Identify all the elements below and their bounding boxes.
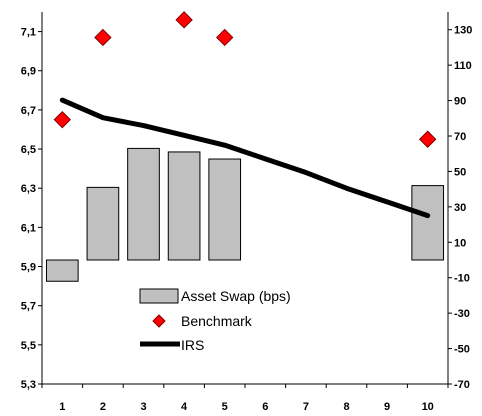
benchmark-marker — [215, 28, 234, 47]
x-tick-label: 5 — [222, 401, 228, 413]
legend-label-asset-swap: Asset Swap (bps) — [181, 288, 291, 304]
benchmark-marker — [94, 28, 112, 47]
right-tick-label: -30 — [454, 308, 470, 320]
right-tick-label: -50 — [454, 344, 470, 356]
legend-label-benchmark: Benchmark — [181, 313, 253, 329]
benchmark-marker — [175, 11, 193, 29]
irs-line-layer — [59, 97, 431, 219]
benchmark-markers-layer — [53, 11, 437, 148]
left-tick-label: 6,1 — [21, 222, 36, 234]
left-tick-label: 6,7 — [21, 105, 36, 117]
left-tick-label: 6,9 — [21, 66, 36, 78]
left-tick-label: 5,3 — [21, 379, 36, 391]
right-tick-label: 30 — [454, 202, 466, 214]
x-tick-label: 4 — [181, 401, 188, 413]
x-tick-label: 1 — [59, 401, 65, 413]
x-tick-label: 6 — [262, 401, 268, 413]
asset-swap-bar — [45, 259, 79, 282]
bars-layer — [45, 147, 445, 282]
right-tick-label: 70 — [454, 131, 466, 143]
asset-swap-bar — [208, 158, 242, 261]
legend-swatch-benchmark — [152, 314, 166, 328]
right-tick-label: -10 — [454, 273, 470, 285]
asset-swap-bar — [411, 185, 445, 261]
right-tick-label: 90 — [454, 96, 466, 108]
x-tick-label: 8 — [343, 401, 349, 413]
x-tick-label: 10 — [422, 401, 434, 413]
x-tick-label: 7 — [303, 401, 309, 413]
legend-label-irs: IRS — [181, 337, 204, 353]
x-tick-label: 3 — [140, 401, 146, 413]
benchmark-marker — [418, 130, 437, 148]
x-tick-label: 9 — [384, 401, 390, 413]
right-tick-label: 110 — [454, 60, 472, 72]
left-tick-label: 7,1 — [21, 27, 36, 39]
legend-swatch-asset-swap — [139, 288, 179, 304]
irs-line — [59, 97, 431, 219]
axes-layer: 7,16,96,76,56,36,15,95,75,55,31301109070… — [21, 12, 472, 413]
asset-swap-bar — [167, 151, 201, 261]
right-tick-label: 50 — [454, 166, 466, 178]
legend: Asset Swap (bps) Benchmark IRS — [139, 288, 291, 353]
left-tick-label: 6,3 — [21, 183, 36, 195]
right-tick-label: 10 — [454, 237, 466, 249]
x-tick-label: 2 — [100, 401, 106, 413]
right-tick-label: 130 — [454, 25, 472, 37]
right-tick-label: -70 — [454, 379, 470, 391]
left-tick-label: 6,5 — [21, 144, 36, 156]
benchmark-marker — [53, 110, 72, 129]
left-tick-label: 5,5 — [21, 340, 36, 352]
asset-swap-bar — [86, 186, 120, 261]
left-tick-label: 5,7 — [21, 301, 36, 313]
left-tick-label: 5,9 — [21, 262, 36, 274]
asset-swap-bar — [127, 147, 160, 261]
